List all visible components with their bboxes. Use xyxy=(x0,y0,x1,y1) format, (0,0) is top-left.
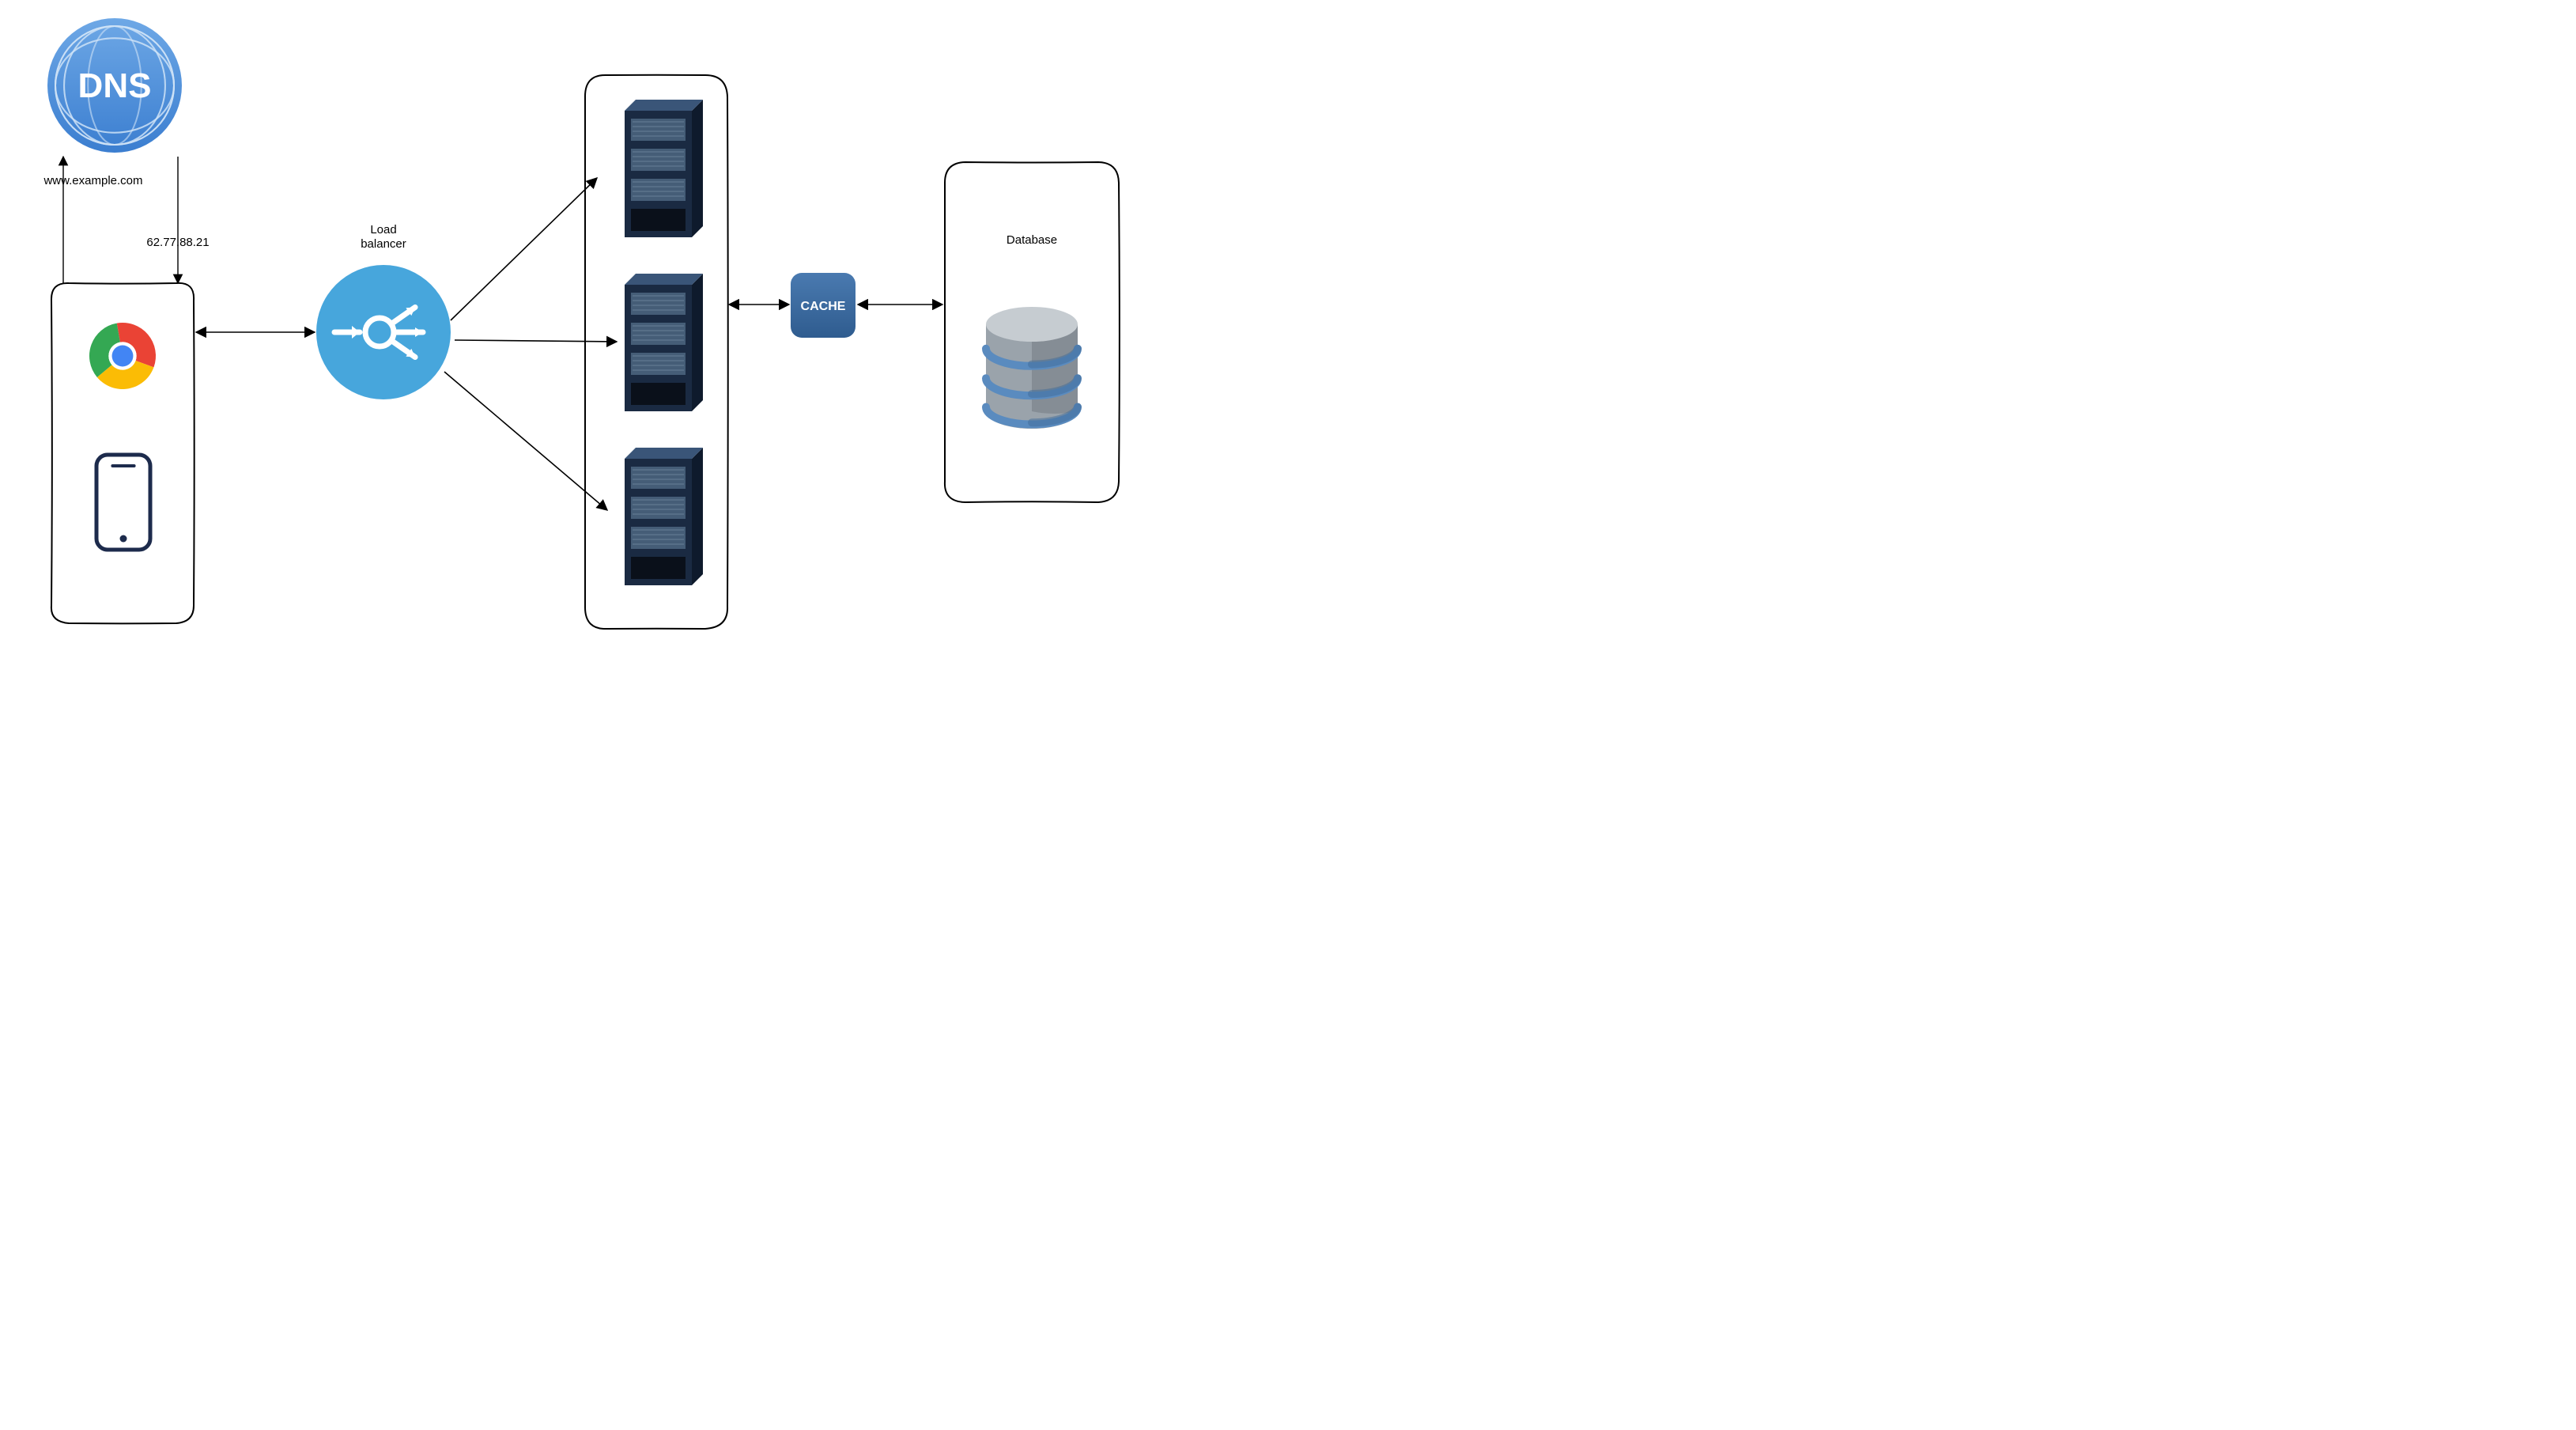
database-label: Database xyxy=(1007,233,1057,247)
arrow-lb-server3 xyxy=(444,372,607,510)
dns-response-label: 62.77.88.21 xyxy=(146,236,209,249)
load-balancer-label: Load xyxy=(370,223,396,236)
dns-node: DNS xyxy=(47,18,182,153)
arrow-lb-server1 xyxy=(451,178,597,320)
arrow-lb-server2 xyxy=(455,340,617,342)
server-2 xyxy=(625,274,703,411)
server-1 xyxy=(625,100,703,237)
dns-label: DNS xyxy=(78,66,152,105)
load-balancer-label: balancer xyxy=(361,237,406,251)
phone-icon xyxy=(96,455,150,550)
load-balancer-node xyxy=(316,265,451,399)
cache-node: CACHE xyxy=(791,273,856,338)
server-3 xyxy=(625,448,703,585)
database-icon xyxy=(986,307,1078,429)
cache-label: CACHE xyxy=(801,300,846,313)
dns-request-label: www.example.com xyxy=(43,174,142,187)
chrome-icon xyxy=(89,323,156,389)
